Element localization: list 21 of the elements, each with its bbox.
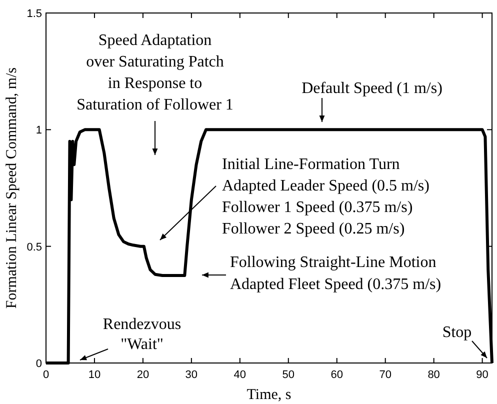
annotation: Speed Adaptation over Saturating Patch in Response to Saturation of Follower 1 [76, 32, 234, 114]
annotation: Initial Line-Formation Turn Adapted Leader Speed (0.5 m/s) Follower 1 Speed (0.375 m/s) Follower 2 Speed (0.25 m/s) [222, 156, 430, 238]
y-tick-label: 1.5 [26, 8, 42, 20]
x-tick-label: 20 [136, 369, 150, 381]
x-tick-label: 40 [234, 369, 246, 381]
y-tick-label: 0.5 [26, 241, 42, 254]
annotation: Rendezvous "Wait" [102, 316, 182, 353]
y-tick-label: 1 [36, 124, 42, 137]
x-tick-label: 80 [428, 369, 440, 381]
annotation: Following Straight-Line Motion Adapted Fleet Speed (0.375 m/s) [230, 254, 442, 293]
annotation: Stop [442, 324, 472, 341]
x-tick-label: 90 [476, 369, 488, 381]
x-tick-label: 70 [379, 369, 392, 381]
x-tick-label: 60 [330, 369, 343, 381]
y-tick-label: 0 [36, 358, 42, 370]
annotation: Default Speed (1 m/s) [302, 80, 442, 97]
x-tick-label: 10 [88, 369, 101, 381]
x-tick-label: 50 [282, 369, 295, 381]
x-tick-label: 30 [185, 369, 198, 381]
x-axis-title: Time, s [246, 387, 292, 403]
y-axis-title: Formation Linear Speed Command, m/s [4, 67, 20, 309]
